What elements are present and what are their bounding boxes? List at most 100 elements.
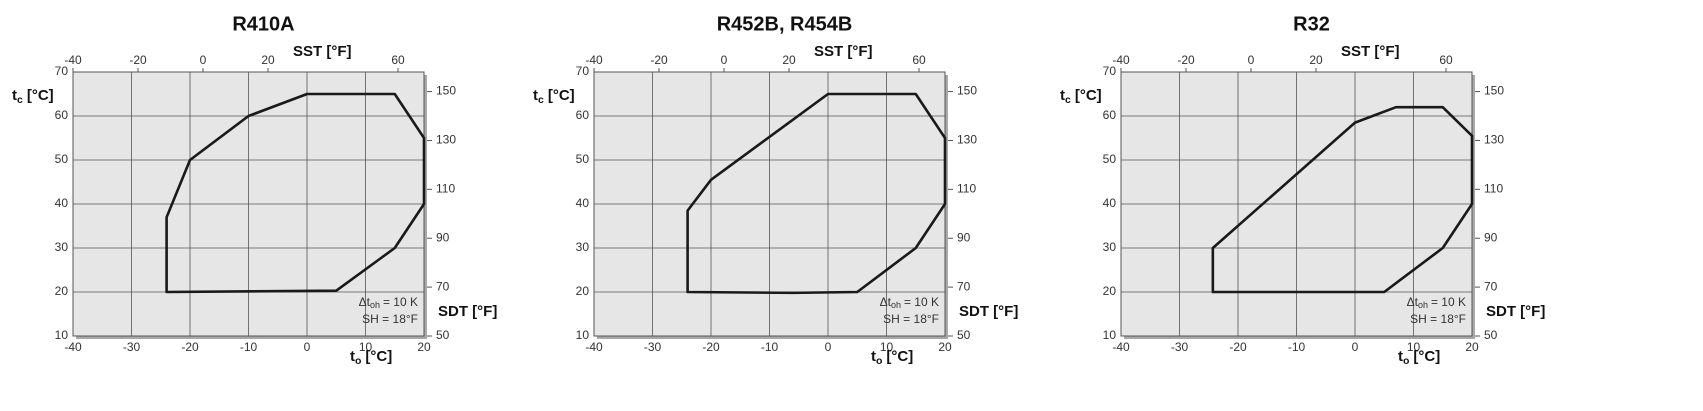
chart-title: R32 <box>1293 13 1330 35</box>
x2-tick-label: 60 <box>1439 53 1453 67</box>
y2-tick-label: 50 <box>436 328 450 342</box>
y2-tick-label: 90 <box>1484 230 1498 244</box>
annotation-subscript: oh <box>891 300 901 310</box>
x-tick-label: -40 <box>64 340 82 354</box>
y-tick-label: 70 <box>576 64 590 78</box>
x-tick-label: -10 <box>1288 340 1306 354</box>
y2-tick-label: 130 <box>957 133 977 147</box>
x-tick-label: -20 <box>181 340 199 354</box>
x2-tick-label: 60 <box>912 53 926 67</box>
label-symbol: t <box>350 348 355 365</box>
annotation-rest: = 10 K <box>383 295 418 309</box>
y2-tick-label: 90 <box>436 230 450 244</box>
y-tick-label: 10 <box>1103 328 1117 342</box>
axis-label: to [°C] <box>350 348 392 367</box>
label-subscript: o <box>876 355 882 367</box>
y-tick-label: 10 <box>55 328 69 342</box>
label-subscript: c <box>1065 94 1071 106</box>
axis-label: to [°C] <box>871 348 913 367</box>
x-tick-label: 20 <box>938 340 952 354</box>
label-symbol: t <box>533 87 538 104</box>
x-tick-label: -30 <box>1171 340 1189 354</box>
x-tick-label: 10 <box>1407 340 1421 354</box>
x2-axis-label: SST [°F] <box>814 43 873 60</box>
annotation-symbol: Δt <box>880 295 892 309</box>
annotation: Δtoh = 10 K <box>1407 295 1466 310</box>
label-unit: [°C] <box>365 348 392 365</box>
y2-axis-label: SDT [°F] <box>959 303 1018 320</box>
y-tick-label: 10 <box>576 328 590 342</box>
x2-tick-label: -20 <box>650 53 668 67</box>
x2-tick-label: 0 <box>1248 53 1255 67</box>
y-tick-label: 40 <box>576 196 590 210</box>
annotation-subscript: oh <box>370 300 380 310</box>
x2-axis-label: SST [°F] <box>1341 43 1400 60</box>
chart: R410A-40 -30 -20 -10 0 10 2010203040506070-40-… <box>12 13 497 367</box>
annotation-subscript: oh <box>1418 300 1428 310</box>
label-symbol: t <box>1060 87 1065 104</box>
axis-label: tc [°C] <box>533 87 575 106</box>
annotation-rest: = 10 K <box>1431 295 1466 309</box>
x2-tick-label: -20 <box>1177 53 1195 67</box>
y-tick-label: 30 <box>55 240 69 254</box>
label-unit: [°C] <box>548 87 575 104</box>
y2-tick-label: 50 <box>957 328 971 342</box>
chart: R452B, R454B -40 -30 -20 -10 0 10 20 10 20 30 40 50 6… <box>533 13 1018 367</box>
label-subscript: c <box>17 94 23 106</box>
chart-title: R410A <box>232 13 294 35</box>
x-tick-label: 10 <box>880 340 894 354</box>
label-subscript: c <box>538 94 544 106</box>
x-tick-label: 20 <box>1465 340 1479 354</box>
y-tick-label: 30 <box>576 240 590 254</box>
y2-tick-label: 70 <box>957 279 971 293</box>
y-tick-label: 70 <box>55 64 69 78</box>
x-tick-label: -30 <box>123 340 141 354</box>
x-tick-label: -40 <box>585 340 603 354</box>
y-tick-label: 20 <box>576 284 590 298</box>
chart-title: R452B, R454B <box>717 13 853 35</box>
y-tick-label: 40 <box>55 196 69 210</box>
label-subscript: o <box>355 355 361 367</box>
label-symbol: t <box>871 348 876 365</box>
y2-tick-label: 150 <box>1484 84 1504 98</box>
axis-label: tc [°C] <box>12 87 54 106</box>
y2-tick-label: 150 <box>436 84 456 98</box>
label-symbol: t <box>12 87 17 104</box>
y-tick-label: 50 <box>1103 152 1117 166</box>
y-tick-label: 20 <box>55 284 69 298</box>
y-tick-label: 50 <box>55 152 69 166</box>
x-tick-label: 0 <box>825 340 832 354</box>
x-tick-label: -30 <box>644 340 662 354</box>
y-tick-label: 30 <box>1103 240 1117 254</box>
axis-label: tc [°C] <box>1060 87 1102 106</box>
x2-tick-label: 20 <box>261 53 275 67</box>
y-tick-label: 50 <box>576 152 590 166</box>
y2-tick-label: 110 <box>1484 182 1503 196</box>
label-unit: [°C] <box>1075 87 1102 104</box>
y2-tick-label: 110 <box>957 182 976 196</box>
label-subscript: o <box>1403 355 1409 367</box>
x-tick-label: 10 <box>359 340 373 354</box>
x-tick-label: -40 <box>1112 340 1130 354</box>
x-tick-label: 0 <box>304 340 311 354</box>
y-tick-label: 70 <box>1103 64 1117 78</box>
envelope-line <box>165 92 426 294</box>
y-tick-label: 20 <box>1103 284 1117 298</box>
x2-tick-label: 20 <box>1309 53 1323 67</box>
label-unit: [°C] <box>1413 348 1440 365</box>
annotation: SH = 18°F <box>883 312 939 326</box>
annotation: SH = 18°F <box>362 312 418 326</box>
x2-axis-label: SST [°F] <box>293 43 352 60</box>
x-tick-label: -10 <box>761 340 779 354</box>
x-tick-label: 0 <box>1352 340 1359 354</box>
y2-tick-label: 150 <box>957 84 977 98</box>
label-symbol: t <box>1398 348 1403 365</box>
y-tick-label: 60 <box>1103 108 1117 122</box>
annotation-rest: = 10 K <box>904 295 939 309</box>
annotation-symbol: Δt <box>359 295 371 309</box>
x2-tick-label: 20 <box>782 53 796 67</box>
x2-tick-label: -40 <box>64 53 82 67</box>
y-tick-label: 40 <box>1103 196 1117 210</box>
label-unit: [°C] <box>27 87 54 104</box>
